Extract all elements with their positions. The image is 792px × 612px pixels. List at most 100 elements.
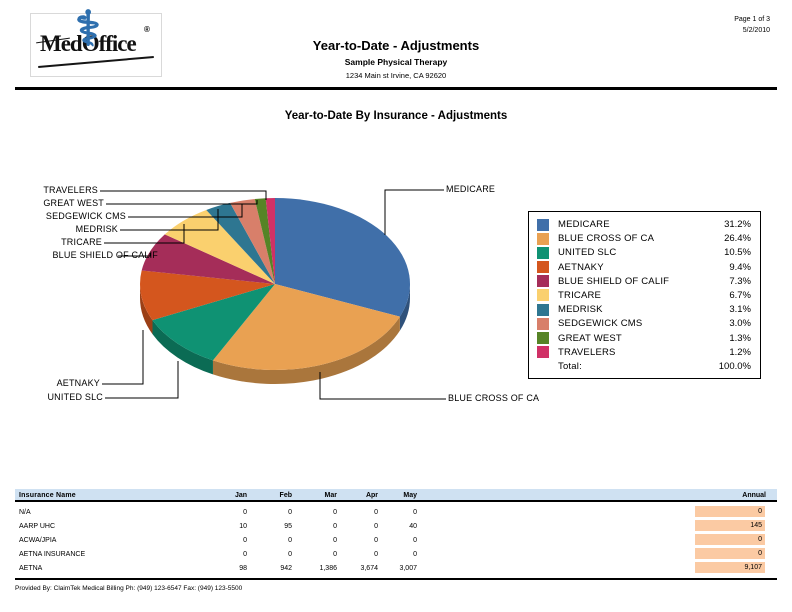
legend-percent: 26.4% <box>724 233 751 245</box>
legend-swatch-medrisk <box>537 303 549 316</box>
col-header-feb: Feb <box>279 492 292 499</box>
medoffice-logo: ⚕ MedOffice ® <box>30 6 162 77</box>
legend-row-great-west: GREAT WEST 1.3% <box>537 332 751 345</box>
callout-lines <box>100 189 446 400</box>
legend-percent: 3.0% <box>729 318 751 330</box>
cell-jan: 0 <box>243 551 247 558</box>
cell-annual: 145 <box>695 520 765 531</box>
cell-mar: 0 <box>333 509 337 516</box>
legend-percent: 3.1% <box>729 304 751 316</box>
legend-label: TRAVELERS <box>558 346 616 358</box>
legend-total-label: Total: <box>558 360 582 372</box>
legend-percent: 31.2% <box>724 219 751 230</box>
cell-feb: 0 <box>288 537 292 544</box>
legend-swatch-great-west <box>537 332 549 344</box>
legend-percent: 10.5% <box>724 247 751 259</box>
cell-mar: 1,386 <box>319 565 337 572</box>
cell-jan: 98 <box>239 565 247 572</box>
legend-percent: 9.4% <box>729 261 751 273</box>
legend-total-spacer <box>537 360 549 372</box>
callout-line-sedgewick-cms <box>128 204 243 218</box>
legend-swatch-blue-cross-of-ca <box>537 232 549 245</box>
col-header-jan: Jan <box>234 492 247 499</box>
legend-label: GREAT WEST <box>558 332 622 344</box>
col-header-may: May <box>403 492 417 499</box>
pie-slice-aetnaky <box>140 270 275 321</box>
callout-label-great-west: GREAT WEST <box>43 198 104 208</box>
cell-apr: 3,674 <box>360 565 378 572</box>
legend-swatch-aetnaky <box>537 261 549 274</box>
table-row-n-a: N/A 0 0 0 0 0 0 <box>15 505 777 519</box>
pie-legend: MEDICARE 31.2% BLUE CROSS OF CA 26.4% UNITED… <box>528 211 761 379</box>
legend-percent: 1.2% <box>729 346 751 358</box>
legend-row-blue-shield-of-calif: BLUE SHIELD OF CALIF 7.3% <box>537 275 751 288</box>
cell-may: 3,007 <box>399 565 417 572</box>
cell-jan: 10 <box>239 523 247 530</box>
legend-label: SEDGEWICK CMS <box>558 318 643 330</box>
cell-annual: 0 <box>695 534 765 545</box>
cell-jan: 0 <box>243 509 247 516</box>
legend-row-medicare: MEDICARE 31.2% <box>537 218 751 231</box>
legend-row-aetnaky: AETNAKY 9.4% <box>537 261 751 274</box>
legend-label: MEDICARE <box>558 219 610 230</box>
legend-row-blue-cross-of-ca: BLUE CROSS OF CA 26.4% <box>537 232 751 245</box>
cell-mar: 0 <box>333 523 337 530</box>
col-header-mar: Mar <box>324 492 337 499</box>
col-header-apr: Apr <box>365 492 378 499</box>
cell-may: 0 <box>413 551 417 558</box>
pie-slice-medicare <box>275 198 411 317</box>
legend-row-travelers: TRAVELERS 1.2% <box>537 346 751 359</box>
callout-label-aetnaky: AETNAKY <box>56 378 100 388</box>
legend-label: MEDRISK <box>558 304 603 316</box>
pie-slice-medrisk <box>206 202 275 284</box>
pie-slice-blue-shield-of-calif <box>141 234 275 284</box>
legend-percent: 7.3% <box>729 275 751 287</box>
pie-slices <box>140 198 411 371</box>
logo-text: MedOffice <box>40 31 137 56</box>
callout-label-medrisk: MEDRISK <box>75 224 118 234</box>
pie-slice-side-blue-cross-of-ca <box>212 316 400 385</box>
pie-slice-sedgewick-cms <box>230 198 275 284</box>
cell-insurance-name: AETNA INSURANCE <box>19 551 86 558</box>
cell-insurance-name: AARP UHC <box>19 523 56 530</box>
pie-slice-side-united-slc <box>152 320 213 375</box>
registered-mark: ® <box>144 25 150 34</box>
legend-swatch-travelers <box>537 346 549 359</box>
legend-row-tricare: TRICARE 6.7% <box>537 289 751 302</box>
legend-swatch-blue-shield-of-calif <box>537 275 549 288</box>
report-date: 5/2/2010 <box>742 27 770 34</box>
cell-may: 0 <box>413 537 417 544</box>
caduceus-icon: ⚕ <box>75 3 101 56</box>
pie-slice-side-medicare <box>399 284 410 331</box>
pie-slice-travelers <box>265 198 275 284</box>
legend-label: TRICARE <box>558 289 602 301</box>
legend-label: AETNAKY <box>558 261 604 273</box>
cell-may: 40 <box>409 523 417 530</box>
legend-label: UNITED SLC <box>558 247 617 259</box>
cell-annual: 0 <box>695 548 765 559</box>
practice-name: Sample Physical Therapy <box>344 57 448 67</box>
callout-line-medrisk <box>120 209 219 231</box>
cell-insurance-name: AETNA <box>19 565 43 572</box>
table-row-acwa-jpia: ACWA/JPIA 0 0 0 0 0 0 <box>15 533 777 547</box>
page-number: Page 1 of 3 <box>734 16 770 23</box>
header-divider <box>15 87 777 90</box>
callout-line-medicare <box>384 189 444 235</box>
cell-annual: 9,107 <box>695 562 765 573</box>
cell-may: 0 <box>413 509 417 516</box>
cell-jan: 0 <box>243 537 247 544</box>
legend-swatch-tricare <box>537 289 549 302</box>
cell-apr: 0 <box>374 551 378 558</box>
cell-mar: 0 <box>333 551 337 558</box>
legend-swatch-sedgewick-cms <box>537 317 549 330</box>
cell-feb: 0 <box>288 509 292 516</box>
cell-apr: 0 <box>374 537 378 544</box>
cell-feb: 942 <box>280 565 292 572</box>
legend-percent: 6.7% <box>729 289 751 301</box>
callout-line-aetnaky <box>102 330 144 385</box>
cell-feb: 95 <box>284 523 292 530</box>
table-row-aetna: AETNA 98 942 1,386 3,674 3,007 9,107 <box>15 561 777 575</box>
legend-total-row: Total: 100.0% <box>537 360 751 373</box>
table-header-row: Insurance Name Jan Feb Mar Apr May Annual <box>15 489 777 502</box>
table-bottom-divider <box>15 578 777 580</box>
